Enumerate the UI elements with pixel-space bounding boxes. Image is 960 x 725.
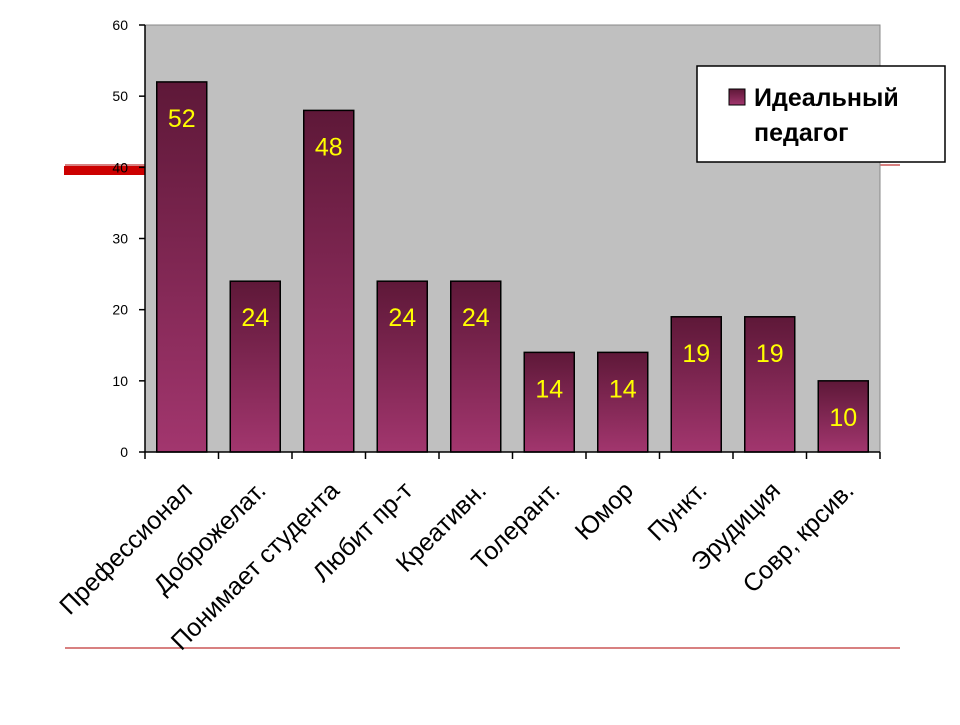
bar-value-label: 19 xyxy=(756,340,784,368)
y-tick-label: 30 xyxy=(112,231,128,247)
x-ticks-group xyxy=(144,452,881,459)
y-tick-label: 60 xyxy=(112,17,128,33)
y-tick-label: 50 xyxy=(112,88,128,104)
bar xyxy=(376,280,428,453)
bar-value-label: 52 xyxy=(168,105,196,133)
y-tick-label: 20 xyxy=(112,302,128,318)
x-category-label: Префессионал xyxy=(54,476,198,620)
y-tick-label: 0 xyxy=(120,444,128,460)
bar xyxy=(156,81,208,453)
y-ticks-group: 0 10 20 30 40 50 60 xyxy=(112,17,145,460)
y-tick-label: 40 xyxy=(112,159,128,175)
bar-value-label: 19 xyxy=(682,340,710,368)
bar-value-label: 14 xyxy=(535,375,563,403)
bar xyxy=(303,109,355,453)
legend: Идеальный педагог xyxy=(696,65,946,163)
bar-value-label: 24 xyxy=(241,304,269,332)
y-tick-label: 10 xyxy=(112,373,128,389)
legend-label-line2: педагог xyxy=(754,119,849,147)
bar xyxy=(744,316,796,453)
bar xyxy=(670,316,722,453)
bar xyxy=(523,351,575,453)
bar xyxy=(229,280,281,453)
legend-box xyxy=(696,65,946,163)
bars-group xyxy=(156,81,869,453)
x-category-label: Пункт. xyxy=(642,476,712,546)
legend-label-line1: Идеальный xyxy=(754,84,899,112)
bar-value-label: 48 xyxy=(315,133,343,161)
x-category-label: Юмор xyxy=(570,476,639,545)
bar-value-label: 24 xyxy=(388,304,416,332)
bar-labels-group: 52 24 48 24 24 14 14 19 19 10 xyxy=(168,105,857,432)
bar-value-label: 24 xyxy=(462,304,490,332)
bar xyxy=(817,380,869,453)
legend-swatch xyxy=(728,88,746,106)
bar-value-label: 10 xyxy=(829,404,857,432)
bar-value-label: 14 xyxy=(609,375,637,403)
decor-red-bar xyxy=(64,166,146,175)
bar xyxy=(450,280,502,453)
